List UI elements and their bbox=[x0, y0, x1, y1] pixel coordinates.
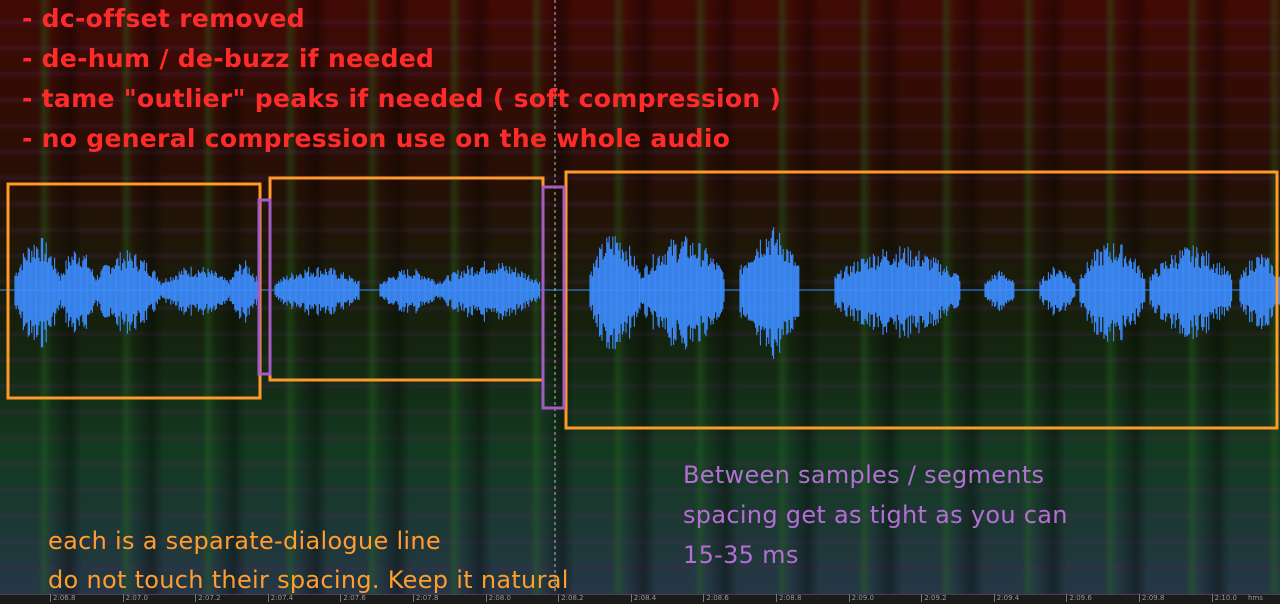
time-tick: 2:06.8 bbox=[50, 594, 75, 602]
segment-note: each is a separate-dialogue line bbox=[48, 527, 441, 555]
gap-box bbox=[257, 198, 272, 376]
time-tick: 2:07.0 bbox=[122, 594, 148, 602]
time-tick: 2:09.0 bbox=[848, 594, 874, 602]
time-tick: 2:07.6 bbox=[340, 594, 366, 602]
time-tick: 2:07.4 bbox=[267, 594, 293, 602]
segment-note: do not touch their spacing. Keep it natu… bbox=[48, 566, 569, 594]
time-unit: hms bbox=[1248, 594, 1263, 602]
time-tick: 2:09.6 bbox=[1066, 594, 1092, 602]
spacing-note: spacing get as tight as you can bbox=[683, 501, 1068, 529]
note: - dc-offset removed bbox=[22, 4, 305, 33]
time-tick: 2:07.8 bbox=[413, 594, 438, 602]
time-tick: 2:08.4 bbox=[630, 594, 656, 602]
gap-box bbox=[541, 185, 566, 410]
time-tick: 2:10.0 bbox=[1211, 594, 1237, 602]
time-tick: 2:08.2 bbox=[558, 594, 584, 602]
time-tick: 2:08.0 bbox=[485, 594, 511, 602]
time-tick: 2:08.8 bbox=[776, 594, 801, 602]
time-tick: 2:07.2 bbox=[195, 594, 221, 602]
note: - tame "outlier" peaks if needed ( soft … bbox=[22, 84, 782, 113]
segment-box bbox=[564, 170, 1279, 430]
note: - de-hum / de-buzz if needed bbox=[22, 44, 435, 73]
time-tick: 2:09.4 bbox=[993, 594, 1019, 602]
spacing-note: Between samples / segments bbox=[683, 461, 1045, 489]
time-tick: 2:09.8 bbox=[1139, 594, 1164, 602]
time-tick: 2:08.6 bbox=[703, 594, 729, 602]
waveform-trace bbox=[14, 227, 1280, 359]
time-tick: 2:09.2 bbox=[921, 594, 947, 602]
note: - no general compression use on the whol… bbox=[22, 124, 731, 153]
timeline: 2:06.8 2:07.0 2:07.2 2:07.4 2:07.6 2:07.8 2:08… bbox=[0, 594, 1280, 604]
spacing-note: 15-35 ms bbox=[683, 541, 799, 569]
